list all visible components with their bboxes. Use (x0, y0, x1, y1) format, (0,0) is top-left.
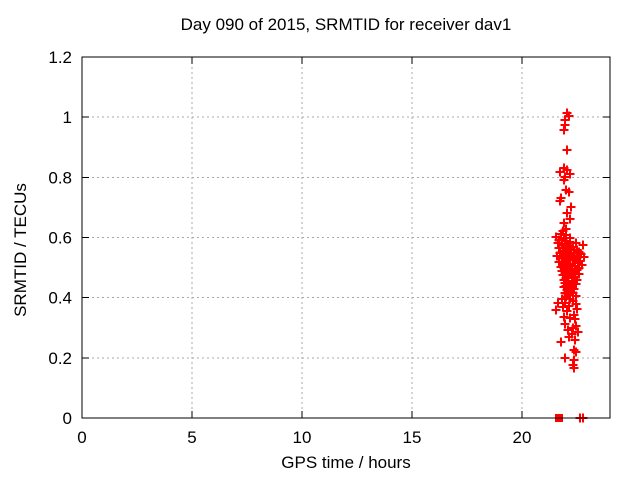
x-tick-label: 15 (403, 428, 422, 447)
data-point (559, 175, 569, 185)
y-tick-label: 0.2 (48, 349, 72, 368)
x-tick-label: 0 (77, 428, 86, 447)
data-point (565, 214, 575, 224)
data-point (551, 305, 561, 315)
x-axis-label: GPS time / hours (281, 453, 411, 472)
data-point (572, 304, 582, 314)
y-tick-label: 0.8 (48, 168, 72, 187)
data-point (564, 187, 574, 197)
data-point (560, 319, 570, 329)
data-point (564, 332, 574, 342)
data-point (578, 240, 588, 250)
chart-title: Day 090 of 2015, SRMTID for receiver dav… (180, 15, 512, 34)
x-tick-label: 20 (513, 428, 532, 447)
data-point (552, 251, 562, 261)
data-point (566, 202, 576, 212)
data-point (569, 363, 579, 373)
data-point (562, 145, 572, 155)
data-point (571, 291, 581, 301)
data-point (562, 208, 572, 218)
y-tick-label: 1 (63, 108, 72, 127)
data-point (559, 218, 569, 228)
data-point (569, 345, 579, 355)
data-point (559, 125, 569, 135)
data-point (565, 169, 575, 179)
data-point (570, 335, 580, 345)
x-tick-label: 5 (187, 428, 196, 447)
data-point (556, 337, 566, 347)
data-point (560, 353, 570, 363)
y-tick-label: 0.4 (48, 289, 72, 308)
data-point (555, 167, 565, 177)
data-point (562, 306, 572, 316)
data-point (571, 347, 581, 357)
data-point (555, 196, 565, 206)
x-tick-label: 10 (293, 428, 312, 447)
data-point (573, 327, 583, 337)
data-point (553, 298, 563, 308)
y-tick-label: 0.6 (48, 229, 72, 248)
plot-border (81, 56, 611, 419)
y-tick-label: 0 (63, 409, 72, 428)
y-tick-label: 1.2 (48, 48, 72, 67)
